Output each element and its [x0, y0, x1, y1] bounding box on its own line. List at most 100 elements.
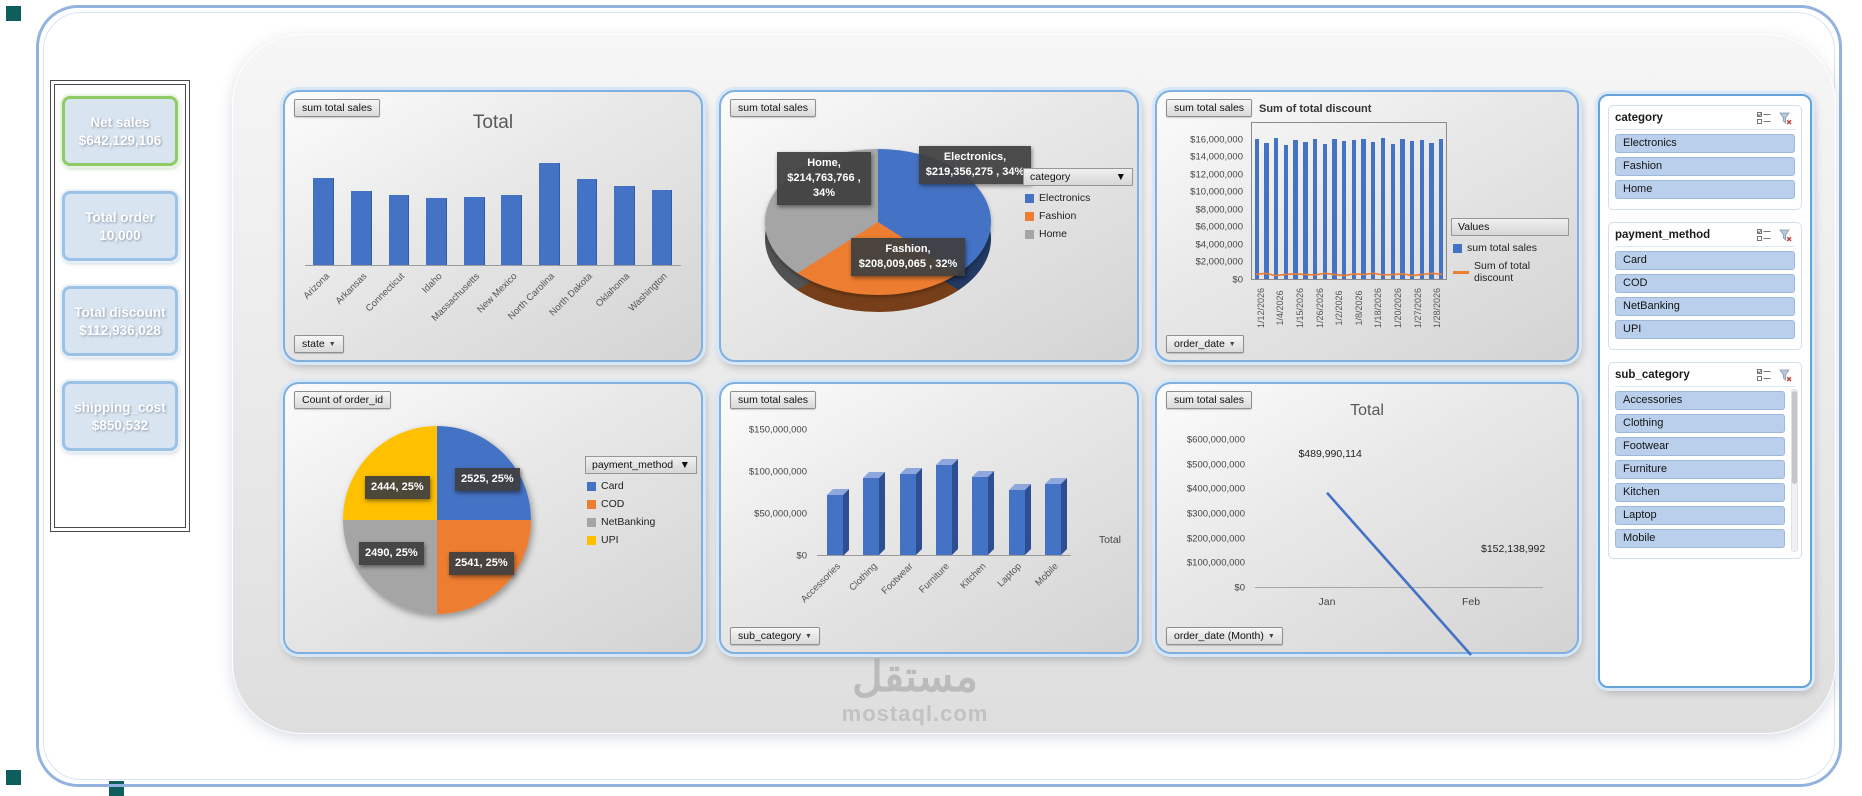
slicer-item-fashion[interactable]: Fashion — [1615, 157, 1795, 176]
clear-filter-icon[interactable] — [1776, 367, 1795, 383]
value-field-button[interactable]: sum total sales — [730, 391, 817, 409]
slicer-item-laptop[interactable]: Laptop — [1615, 506, 1785, 525]
pie-data-label-netbanking: 2490, 25% — [359, 542, 424, 565]
multi-select-icon[interactable] — [1754, 227, 1773, 243]
bar-arizona[interactable] — [313, 177, 335, 265]
multi-select-icon[interactable] — [1754, 367, 1773, 383]
clear-filter-icon[interactable] — [1776, 227, 1795, 243]
bar-clothing[interactable] — [863, 477, 880, 555]
slicer-items: Electronics Fashion Home — [1615, 134, 1795, 199]
daily-sales-bar[interactable] — [1332, 139, 1337, 279]
axis-field-button[interactable]: order_date (Month) ▼ — [1166, 627, 1283, 645]
daily-sales-bar[interactable] — [1429, 142, 1434, 279]
slicer-item-netbanking[interactable]: NetBanking — [1615, 297, 1795, 316]
bar-washington[interactable] — [651, 189, 673, 265]
values-legend: Values sum total sales Sum of total disco… — [1451, 218, 1569, 290]
slicer-item-mobile[interactable]: Mobile — [1615, 529, 1785, 548]
payment-pie[interactable] — [343, 426, 531, 614]
kpi-card-total-discount: Total discount $112,936,028 — [62, 286, 178, 356]
daily-sales-bar[interactable] — [1283, 144, 1289, 279]
daily-sales-bar[interactable] — [1264, 142, 1269, 279]
legend-marker — [1453, 270, 1469, 274]
slicer-item-home[interactable]: Home — [1615, 180, 1795, 199]
daily-sales-bar[interactable] — [1322, 143, 1327, 279]
bar-north-dakota[interactable] — [576, 179, 598, 265]
slicer-header: category — [1615, 110, 1795, 130]
axis-field-button[interactable]: sub_category ▼ — [730, 627, 820, 645]
slicer-item-furniture[interactable]: Furniture — [1615, 460, 1785, 479]
bar-connecticut[interactable] — [388, 194, 410, 265]
chart-daily-sales-and-discount: sum total sales Sum of total discount $1… — [1155, 90, 1579, 362]
daily-sales-bar[interactable] — [1390, 143, 1395, 279]
bar-slot — [493, 156, 531, 265]
legend-item-sum-total-sales: sum total sales — [1453, 242, 1567, 254]
bar-laptop[interactable] — [1008, 490, 1025, 555]
daily-sales-bar[interactable] — [1361, 138, 1366, 279]
values-legend-items: sum total sales Sum of total discount — [1451, 236, 1569, 290]
legend-field-button[interactable]: category ▼ — [1023, 168, 1133, 186]
bar-idaho[interactable] — [426, 198, 447, 265]
bar-slot — [1271, 123, 1281, 279]
daily-sales-bar[interactable] — [1380, 137, 1386, 279]
daily-sales-bar[interactable] — [1293, 140, 1298, 279]
bar-massachusetts[interactable] — [463, 197, 485, 265]
value-field-button[interactable]: sum total sales — [294, 99, 381, 117]
axis-field-button[interactable]: order_date ▼ — [1166, 335, 1244, 353]
slicer-item-card[interactable]: Card — [1615, 251, 1795, 270]
chart-sales-by-category: sum total sales Home, $214,763,766 , 34%… — [719, 90, 1139, 362]
bar-accessories[interactable] — [827, 494, 844, 555]
legend-swatch — [587, 481, 596, 491]
subcat-plot — [817, 434, 1071, 556]
bar-kitchen[interactable] — [972, 476, 989, 555]
daily-sales-bar[interactable] — [1312, 138, 1318, 279]
slicer-item-cod[interactable]: COD — [1615, 274, 1795, 293]
slicer-item-accessories[interactable]: Accessories — [1615, 391, 1785, 410]
multi-select-icon[interactable] — [1754, 110, 1773, 126]
y-axis-tick-label: $2,000,000 — [1195, 256, 1243, 268]
bar-slot — [853, 434, 889, 555]
value-field-button[interactable]: sum total sales — [1166, 99, 1253, 117]
chart-title: Sum of total discount — [1259, 103, 1372, 115]
bar-furniture[interactable] — [935, 464, 952, 555]
daily-sales-bar[interactable] — [1371, 142, 1376, 279]
slicer-item-upi[interactable]: UPI — [1615, 320, 1795, 339]
daily-sales-bar[interactable] — [1419, 140, 1424, 279]
bar-new-mexico[interactable] — [501, 194, 523, 265]
daily-sales-bar[interactable] — [1274, 137, 1279, 279]
bar-footwear[interactable] — [899, 473, 916, 555]
slicer-scrollbar[interactable] — [1791, 389, 1798, 552]
slicer-item-clothing[interactable]: Clothing — [1615, 414, 1785, 433]
daily-sales-bar[interactable] — [1409, 141, 1415, 279]
slicer-scrollbar-thumb[interactable] — [1792, 391, 1797, 485]
x-axis-label: Arizona — [301, 271, 332, 302]
daily-sales-bar[interactable] — [1439, 138, 1444, 279]
daily-sales-bar[interactable] — [1351, 140, 1357, 279]
daily-sales-bar[interactable] — [1254, 139, 1260, 279]
legend-field-button[interactable]: payment_method ▼ — [585, 456, 697, 474]
value-field-button[interactable]: sum total sales — [1166, 391, 1253, 409]
bar-slot — [1359, 123, 1369, 279]
bar-arkansas[interactable] — [351, 191, 372, 265]
value-field-button[interactable]: sum total sales — [730, 99, 817, 117]
axis-field-button[interactable]: state ▼ — [294, 335, 344, 353]
legend-marker — [1453, 243, 1462, 253]
slicer-item-electronics[interactable]: Electronics — [1615, 134, 1795, 153]
bar-oklahoma[interactable] — [614, 186, 635, 265]
daily-sales-bar[interactable] — [1303, 142, 1308, 279]
kpi-card-total-order: Total order 10,000 — [62, 191, 178, 261]
daily-sales-bar[interactable] — [1400, 139, 1405, 279]
field-button-label: order_date (Month) — [1174, 630, 1264, 642]
x-axis-label: Mobile — [1033, 561, 1061, 589]
slicer-item-footwear[interactable]: Footwear — [1615, 437, 1785, 456]
legend-item-netbanking: NetBanking — [587, 516, 695, 528]
slicer-item-kitchen[interactable]: Kitchen — [1615, 483, 1785, 502]
bar-mobile[interactable] — [1044, 484, 1061, 555]
bar-north-carolina[interactable] — [539, 163, 560, 265]
value-field-button[interactable]: Count of order_id — [294, 391, 392, 409]
data-label: $489,990,114 — [1298, 447, 1362, 460]
clear-filter-icon[interactable] — [1776, 110, 1795, 126]
pie-data-label-cod: 2541, 25% — [449, 552, 514, 575]
payment-legend-items: Card COD NetBanking UPI — [585, 474, 697, 552]
daily-sales-bar[interactable] — [1342, 141, 1347, 279]
legend-swatch — [1025, 211, 1034, 221]
